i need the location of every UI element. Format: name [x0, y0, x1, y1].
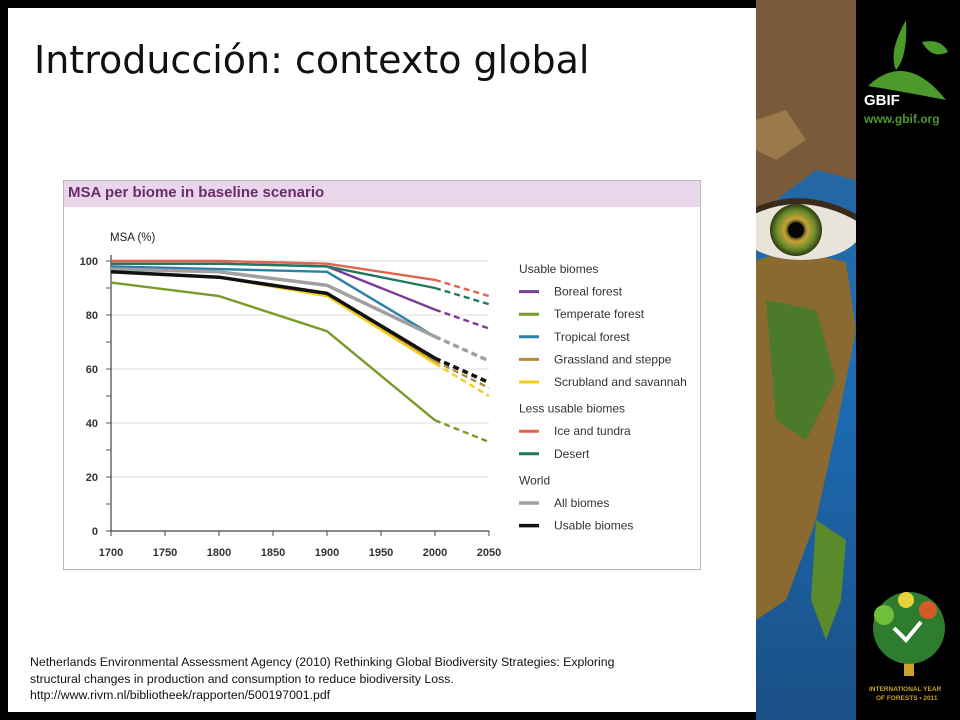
series-line	[110, 281, 436, 422]
x-tick-label: 2050	[477, 547, 501, 559]
citation-url: http://www.rivm.nl/bibliotheek/rapporten…	[30, 688, 331, 702]
legend-item-label: Desert	[554, 447, 590, 461]
chart-title: MSA per biome in baseline scenario	[68, 184, 325, 201]
slide-title: Introducción: contexto global	[34, 38, 590, 82]
y-tick-label: 40	[86, 418, 98, 430]
series-line	[110, 265, 436, 338]
x-tick-label: 2000	[423, 547, 447, 559]
y-tick-label: 60	[86, 364, 98, 376]
legend-item-label: Usable biomes	[554, 519, 633, 533]
gbif-logo: GBIF www.gbif.org	[863, 20, 948, 126]
x-tick-label: 1800	[207, 547, 231, 559]
slide: Introducción: contexto global MSA per bi…	[8, 8, 756, 712]
badge-text-line1: INTERNATIONAL YEAR	[869, 686, 942, 693]
series-projection-line	[434, 335, 490, 363]
x-tick-label: 1900	[315, 547, 339, 559]
x-tick-label: 1700	[99, 547, 123, 559]
series-projection-line	[434, 419, 490, 444]
badge-text-line2: OF FORESTS • 2011	[876, 695, 938, 702]
legend-group-label: Usable biomes	[519, 262, 598, 276]
legend-item-label: Scrubland and savannah	[554, 375, 687, 389]
legend-item-label: Temperate forest	[554, 307, 645, 321]
citation-line: Netherlands Environmental Assessment Age…	[30, 655, 615, 669]
series-line	[110, 270, 436, 360]
y-tick-label: 80	[86, 310, 98, 322]
y-tick-label: 0	[92, 526, 98, 538]
citation: Netherlands Environmental Assessment Age…	[30, 654, 750, 704]
series-projection-line	[434, 308, 490, 330]
series-line	[110, 267, 436, 339]
citation-line: structural changes in production and con…	[30, 671, 454, 686]
legend-item-label: All biomes	[554, 496, 609, 510]
axes: 0 20 40 60 80 100 1700 1750 1800 1850 1900 1950 2000…	[80, 255, 501, 559]
legend-item-label: Grassland and steppe	[554, 352, 672, 366]
series-projection-line	[434, 359, 490, 389]
series-line	[111, 259, 436, 282]
chart-figure: MSA per biome in baseline scenario MSA (…	[63, 180, 701, 570]
gbif-logo-url: www.gbif.org	[863, 112, 940, 126]
y-axis-label: MSA (%)	[110, 232, 156, 244]
x-tick-label: 1950	[369, 547, 393, 559]
earth-face-image: GBIF www.gbif.org INTERNATIONAL YEAR OF …	[756, 0, 960, 720]
gridlines	[111, 260, 489, 478]
year-of-forests-badge: INTERNATIONAL YEAR OF FORESTS • 2011	[869, 592, 945, 702]
y-tick-label: 100	[80, 256, 98, 268]
chart-header-band: MSA per biome in baseline scenario	[64, 181, 700, 207]
series-projection-line	[434, 286, 490, 306]
series-projection-line	[434, 278, 490, 298]
legend: Usable biomes Boreal forest Temperate fore…	[519, 262, 687, 533]
legend-group-label: Less usable biomes	[519, 402, 625, 416]
legend-item-label: Tropical forest	[554, 330, 630, 344]
gbif-logo-text: GBIF	[864, 92, 900, 109]
side-decoration-panel: GBIF www.gbif.org INTERNATIONAL YEAR OF …	[756, 0, 960, 720]
x-tick-label: 1850	[261, 547, 285, 559]
series-lines	[110, 259, 490, 444]
chart-svg: MSA (%) 0 20 40 60 80 100 1700 1750 1800 1850 1900…	[80, 232, 687, 559]
x-tick-label: 1750	[153, 547, 177, 559]
series-projection-line	[434, 362, 490, 398]
legend-item-label: Boreal forest	[554, 285, 623, 299]
legend-group-label: World	[519, 473, 550, 487]
y-tick-label: 20	[86, 472, 98, 484]
legend-item-label: Ice and tundra	[554, 424, 631, 438]
series-line	[111, 262, 436, 290]
